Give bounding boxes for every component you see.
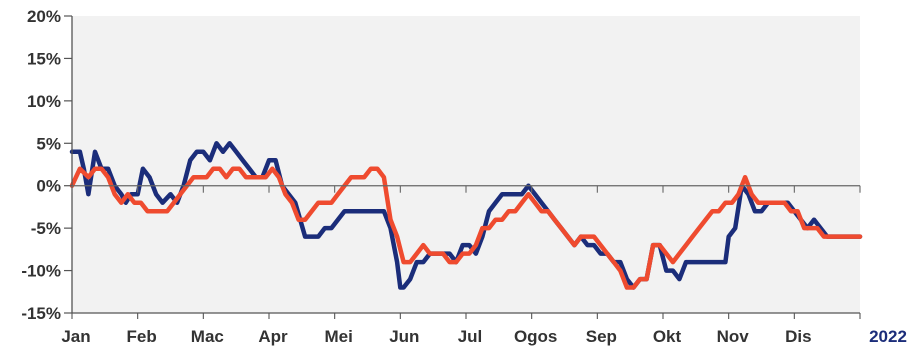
x-tick-label: Jan	[61, 327, 90, 346]
x-tick-label: Ogos	[514, 327, 557, 346]
year-label: 2022	[869, 327, 907, 346]
x-tick-label: Okt	[653, 327, 682, 346]
series-line-2	[69, 166, 863, 290]
series-layer	[69, 141, 863, 290]
y-tick-label: 20%	[27, 7, 61, 26]
plot-background	[72, 16, 860, 313]
y-tick-label: -5%	[31, 219, 61, 238]
x-axis-ticks: Jan Feb Mac Apr Mei Jun Jul Ogos Sep Okt Nov Dis	[61, 185, 861, 346]
x-tick-label: Nov	[717, 327, 750, 346]
y-axis-ticks: 20% 15% 10% 5% 0% -5% -10% -15%	[21, 7, 72, 323]
x-tick-label: Jun	[389, 327, 419, 346]
y-tick-label: 0%	[36, 177, 61, 196]
y-tick-label: 15%	[27, 49, 61, 68]
y-tick-label: 10%	[27, 92, 61, 111]
series-line-1	[69, 141, 863, 290]
x-tick-label: Dis	[785, 327, 811, 346]
x-tick-label: Jul	[458, 327, 483, 346]
x-tick-label: Mac	[191, 327, 224, 346]
y-tick-label: -15%	[21, 304, 61, 323]
y-tick-label: 5%	[36, 134, 61, 153]
x-tick-label: Sep	[586, 327, 617, 346]
x-tick-label: Mei	[324, 327, 352, 346]
x-tick-label: Apr	[258, 327, 288, 346]
y-tick-label: -10%	[21, 262, 61, 281]
x-tick-label: Feb	[127, 327, 157, 346]
